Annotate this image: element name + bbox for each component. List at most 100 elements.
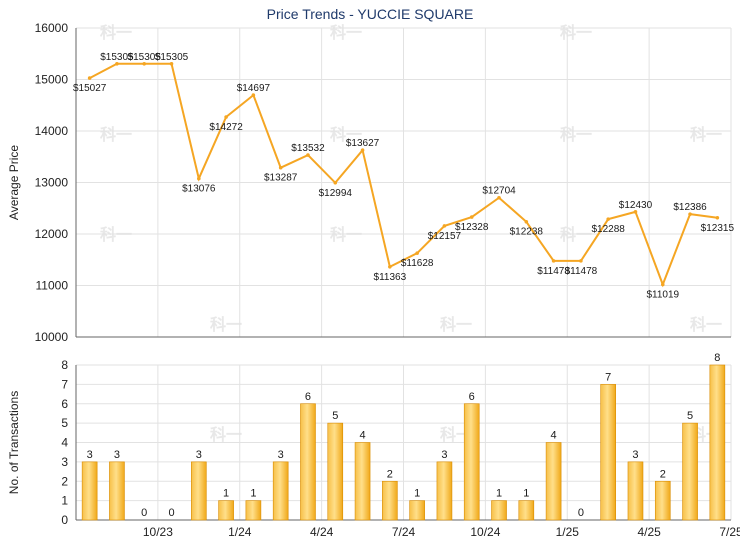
y-tick-label: 5 — [61, 416, 68, 430]
chart-title: Price Trends - YUCCIE SQUARE — [266, 6, 474, 22]
y-tick-label: 13000 — [35, 176, 69, 190]
transaction-data-label: 1 — [223, 488, 229, 500]
price-y-axis-title: Average Price — [7, 145, 21, 220]
watermark-text: 科一 — [560, 23, 592, 42]
transaction-data-label: 1 — [496, 488, 502, 500]
y-tick-label: 16000 — [35, 21, 69, 35]
x-tick-label: 7/25 — [719, 525, 740, 539]
transactions-series: 3 3 0 0 3 1 1 3 6 5 4 2 1 3 6 1 1 4 0 7 3 2 5 8 — [81, 352, 726, 521]
price-point — [415, 251, 419, 255]
price-data-label: $13532 — [291, 143, 325, 154]
price-point — [606, 217, 610, 221]
transaction-data-label: 3 — [632, 449, 638, 461]
price-data-label: $15305 — [155, 52, 189, 63]
transaction-data-label: 6 — [305, 391, 311, 403]
transactions-axis: 0 1 2 3 4 5 6 7 8 10/23 1/24 4/24 7/24 10/24 1/25 4/25 7… — [7, 358, 740, 539]
y-tick-label: 14000 — [35, 124, 69, 138]
price-point — [469, 215, 474, 219]
y-tick-label: 0 — [61, 513, 68, 527]
transaction-bar — [600, 384, 616, 521]
transactions-y-axis-title: No. of Transactions — [7, 391, 21, 494]
transaction-data-label: 2 — [660, 468, 666, 480]
price-data-label: $12430 — [619, 200, 653, 211]
price-point — [306, 153, 310, 157]
price-data-label: $12238 — [510, 227, 544, 238]
transaction-bar — [218, 500, 234, 521]
price-point — [251, 93, 256, 97]
price-data-label: $12328 — [455, 222, 489, 233]
transaction-bar — [463, 403, 480, 521]
y-tick-label: 15000 — [35, 73, 69, 87]
transaction-bar — [81, 461, 98, 521]
price-data-label: $13076 — [182, 184, 216, 195]
transaction-data-label: 6 — [469, 391, 475, 403]
x-tick-label: 4/24 — [310, 525, 334, 539]
transaction-bar — [272, 461, 289, 521]
transaction-data-label: 3 — [87, 449, 93, 461]
transaction-bar — [682, 422, 698, 521]
transaction-bar — [436, 461, 453, 521]
price-point — [360, 148, 365, 153]
transaction-bar — [191, 461, 207, 521]
y-tick-label: 10000 — [35, 330, 69, 344]
price-data-label: $13287 — [264, 173, 298, 184]
watermark-text: 科一 — [210, 315, 242, 334]
transaction-bar — [518, 500, 535, 521]
transaction-data-label: 0 — [168, 507, 174, 519]
y-tick-label: 8 — [61, 358, 68, 372]
price-point — [442, 224, 447, 228]
price-data-label: $15027 — [73, 83, 107, 94]
transaction-bar — [245, 500, 262, 521]
price-series: $15027$15305$15305$15305$13076$14272$146… — [73, 52, 735, 301]
x-tick-label: 10/24 — [470, 525, 500, 539]
price-point — [388, 265, 392, 269]
price-point — [688, 212, 692, 216]
price-point — [197, 176, 201, 181]
transaction-data-label: 3 — [441, 449, 447, 461]
y-tick-label: 7 — [61, 377, 68, 391]
y-tick-label: 1 — [61, 494, 68, 508]
price-point — [660, 282, 665, 287]
watermark-text: 科一 — [690, 315, 722, 334]
y-tick-label: 2 — [61, 474, 68, 488]
transaction-data-label: 3 — [278, 449, 284, 461]
price-data-label: $12157 — [428, 231, 462, 242]
transaction-data-label: 0 — [141, 507, 147, 519]
x-tick-label: 7/24 — [392, 525, 416, 539]
price-point — [551, 259, 556, 263]
price-point — [87, 76, 92, 80]
price-data-label: $14272 — [209, 122, 243, 133]
x-tick-label: 1/24 — [228, 525, 252, 539]
price-point — [169, 61, 174, 66]
transaction-bar — [300, 403, 316, 521]
watermark-text: 科一 — [560, 125, 592, 144]
transaction-data-label: 0 — [578, 507, 584, 519]
transaction-bar — [491, 500, 507, 521]
transaction-data-label: 1 — [523, 488, 529, 500]
transaction-data-label: 5 — [332, 410, 338, 422]
transaction-bar — [654, 480, 671, 521]
x-tick-label: 10/23 — [143, 525, 173, 539]
price-point — [633, 210, 638, 214]
price-data-label: $11478 — [565, 266, 598, 277]
price-data-label: $11478 — [537, 266, 570, 277]
price-point — [715, 215, 720, 220]
y-tick-label: 4 — [61, 436, 68, 450]
transaction-bar — [709, 364, 726, 521]
transaction-data-label: 3 — [114, 449, 120, 461]
transaction-bar — [409, 500, 425, 521]
price-line — [89, 62, 718, 288]
y-tick-label: 6 — [61, 397, 68, 411]
price-point — [278, 165, 283, 170]
price-data-label: $15305 — [100, 52, 134, 63]
price-data-label: $11363 — [374, 272, 407, 283]
price-data-label: $15305 — [128, 52, 162, 63]
watermark-text: 科一 — [100, 23, 132, 42]
x-tick-label: 4/25 — [637, 525, 661, 539]
price-point — [497, 195, 501, 200]
price-data-label: $14697 — [237, 83, 271, 94]
watermark-text: 科一 — [440, 315, 472, 334]
price-data-label: $12288 — [592, 224, 626, 235]
price-point — [115, 61, 119, 66]
